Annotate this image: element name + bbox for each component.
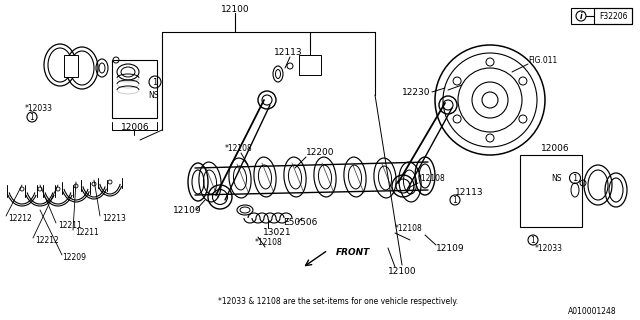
Text: 1: 1	[531, 236, 536, 244]
Text: 1: 1	[152, 77, 157, 86]
Bar	[64, 55, 78, 77]
Text: F32206: F32206	[599, 12, 627, 20]
Text: 13021: 13021	[263, 228, 292, 236]
Text: 12230: 12230	[401, 87, 430, 97]
Text: 12212: 12212	[35, 236, 59, 244]
Text: 12211: 12211	[58, 220, 82, 229]
Text: 12113: 12113	[455, 188, 484, 196]
Text: 12212: 12212	[8, 213, 32, 222]
Text: 12006: 12006	[121, 123, 149, 132]
Text: FIG.011: FIG.011	[528, 55, 557, 65]
Text: 12109: 12109	[436, 244, 465, 252]
Bar	[520, 155, 582, 227]
Text: FRONT: FRONT	[336, 247, 371, 257]
Bar	[112, 60, 157, 118]
Text: 12213: 12213	[102, 213, 126, 222]
Text: *12108: *12108	[225, 143, 253, 153]
Text: 1: 1	[572, 173, 578, 182]
Text: i: i	[580, 12, 582, 20]
Text: 12109: 12109	[173, 205, 202, 214]
Text: 12200: 12200	[306, 148, 335, 156]
Text: *12033 & 12108 are the set-items for one vehicle respectively.: *12033 & 12108 are the set-items for one…	[218, 298, 458, 307]
Text: 12100: 12100	[221, 4, 250, 13]
Text: 12006: 12006	[541, 143, 570, 153]
Text: 12209: 12209	[62, 253, 86, 262]
Text: A010001248: A010001248	[568, 308, 616, 316]
Text: NS: NS	[148, 91, 159, 100]
Text: *12108: *12108	[418, 173, 445, 182]
Text: 1: 1	[452, 196, 458, 204]
Text: 1: 1	[29, 113, 35, 122]
Bar	[299, 55, 321, 75]
Bar	[594, 8, 632, 24]
Text: *12108: *12108	[255, 237, 283, 246]
Text: NS: NS	[552, 173, 562, 182]
Text: *12033: *12033	[25, 103, 53, 113]
Text: 12113: 12113	[274, 47, 302, 57]
Bar	[571, 8, 632, 24]
Text: *12033: *12033	[535, 244, 563, 252]
Text: 12211: 12211	[75, 228, 99, 236]
Text: *12108: *12108	[395, 223, 423, 233]
Text: E50506: E50506	[283, 218, 317, 227]
Text: 12100: 12100	[388, 268, 416, 276]
